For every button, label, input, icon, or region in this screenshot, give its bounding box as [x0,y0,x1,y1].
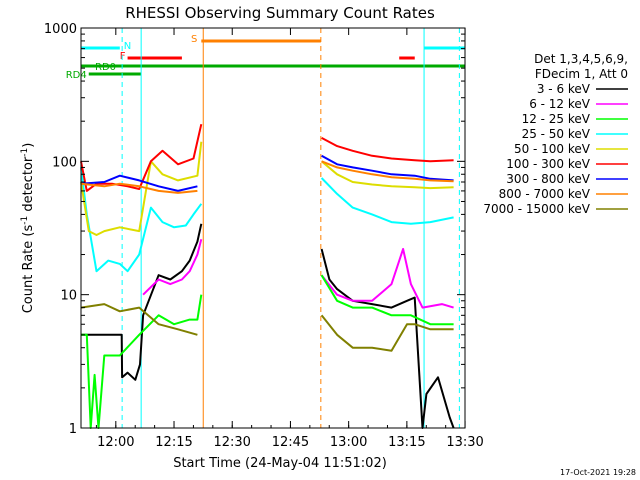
series-line [80,160,454,194]
legend-header-1: Det 1,3,4,5,6,9, [534,52,628,66]
flag-label: N [124,41,131,52]
x-tick-label: 12:45 [272,435,309,450]
legend-label: 50 - 100 keV [514,142,591,156]
x-tick-label: 13:15 [388,435,425,450]
legend-label: 6 - 12 keV [529,97,591,111]
flag-label: S [191,34,197,45]
x-axis-label: Start Time (24-May-04 11:51:02) [173,456,387,471]
series-lines [80,123,455,429]
legend-label: 300 - 800 keV [506,172,590,186]
series-line [81,274,454,429]
y-tick-label: 1000 [44,22,77,37]
x-axis-ticks: 12:00 12:15 12:30 12:45 13:00 13:15 13:30 [95,28,484,450]
y-label-mid: detector [21,156,36,216]
legend-label: 800 - 7000 keV [499,187,591,201]
series-line [80,154,454,192]
y-label-end: ) [21,143,36,148]
legend: Det 1,3,4,5,6,9, FDecim 1, Att 0 3 - 6 k… [483,52,628,216]
legend-label: 25 - 50 keV [522,127,591,141]
series-line [80,303,454,352]
legend-header-2: FDecim 1, Att 0 [535,67,628,81]
y-label-sup2: -1 [20,148,30,157]
legend-label: 7000 - 15000 keV [483,202,590,216]
legend-label: 3 - 6 keV [537,82,591,96]
legend-label: 12 - 25 keV [522,112,591,126]
event-vlines [121,28,460,428]
flag-label: F [120,51,126,62]
x-tick-label: 12:00 [97,435,134,450]
footer-date: 17-Oct-2021 19:28 [560,468,636,477]
y-tick-label: 1 [69,422,77,437]
series-line [80,141,454,236]
x-tick-label: 12:30 [213,435,250,450]
y-tick-label: 100 [52,155,77,170]
x-tick-label: 13:30 [446,435,483,450]
y-axis-ticks: 1 10 100 1000 [44,22,465,437]
y-tick-label: 10 [60,289,77,304]
plot-frame [80,27,466,429]
instrument-flags: N S F RD0 RD4 [66,34,466,81]
flag-label: RD0 [95,62,116,73]
y-label-sup1: -1 [20,216,30,225]
series-line [80,123,454,192]
y-axis-label: Count Rate (s-1 detector-1) [20,143,36,314]
series-line [80,167,454,273]
y-label-main: Count Rate (s [21,225,36,314]
x-tick-label: 12:15 [155,435,192,450]
legend-label: 100 - 300 keV [506,157,590,171]
series-line [142,239,454,309]
x-tick-label: 13:00 [330,435,367,450]
chart-title: RHESSI Observing Summary Count Rates [125,4,435,22]
flag-label: RD4 [66,70,87,81]
series-line [81,223,455,429]
